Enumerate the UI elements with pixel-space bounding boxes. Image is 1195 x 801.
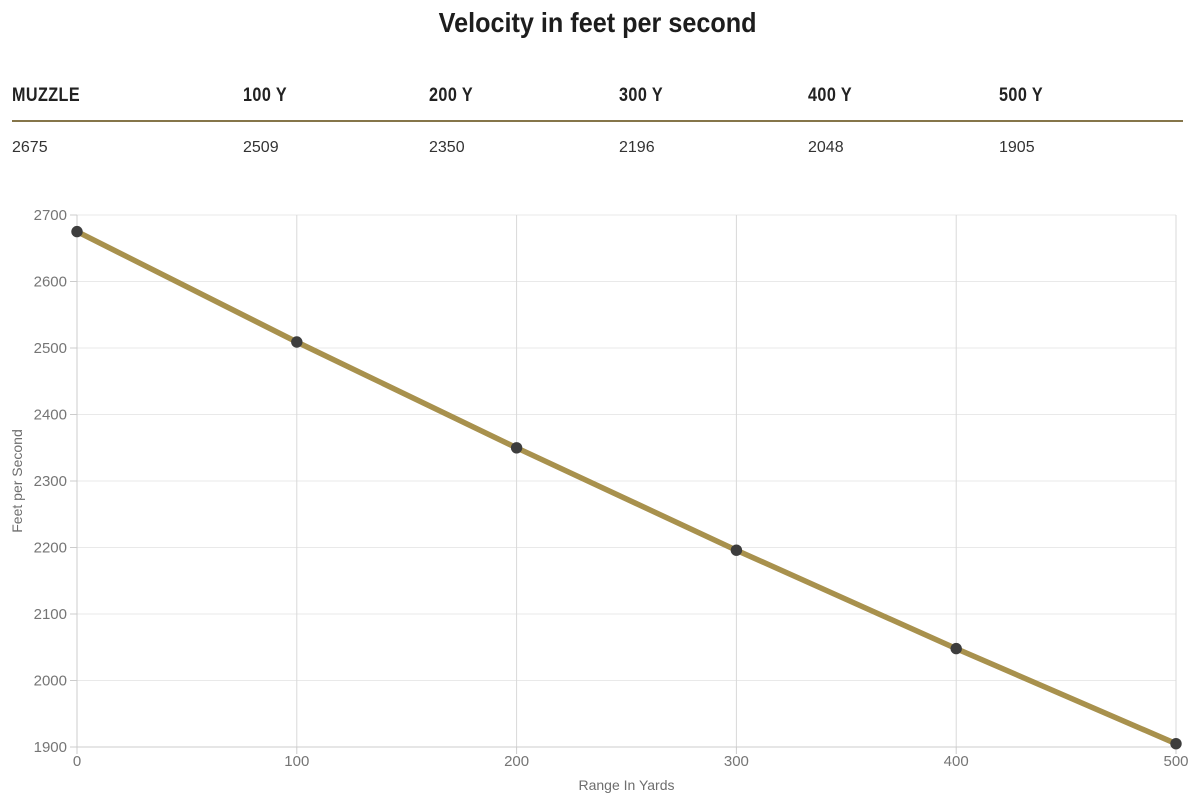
col-header-200y: 200 Y — [429, 85, 619, 107]
velocity-value-100y: 2509 — [243, 139, 279, 156]
svg-text:Range In Yards: Range In Yards — [579, 777, 675, 793]
velocity-value-300y: 2196 — [619, 139, 655, 156]
svg-text:300: 300 — [724, 753, 749, 770]
svg-text:500: 500 — [1163, 753, 1188, 770]
col-header-300y: 300 Y — [619, 85, 808, 107]
svg-text:100: 100 — [284, 753, 309, 770]
col-header-label: MUZZLE — [12, 85, 81, 106]
velocity-value-400y: 2048 — [808, 139, 844, 156]
svg-text:2300: 2300 — [34, 473, 67, 490]
col-header-muzzle: MUZZLE — [12, 85, 243, 107]
svg-text:Feet per Second: Feet per Second — [9, 429, 25, 533]
col-header-label: 100 Y — [243, 85, 288, 106]
col-header-400y: 400 Y — [808, 85, 999, 107]
col-header-500y: 500 Y — [999, 85, 1183, 107]
page-title-text: Velocity in feet per second — [438, 7, 757, 38]
svg-text:2500: 2500 — [34, 340, 67, 357]
svg-text:2200: 2200 — [34, 540, 67, 557]
page-title: Velocity in feet per second — [0, 0, 1195, 39]
svg-text:200: 200 — [504, 753, 529, 770]
svg-text:0: 0 — [73, 753, 81, 770]
svg-text:2100: 2100 — [34, 606, 67, 623]
svg-text:400: 400 — [944, 753, 969, 770]
svg-text:2000: 2000 — [34, 673, 67, 690]
svg-text:2600: 2600 — [34, 274, 67, 291]
svg-text:2400: 2400 — [34, 407, 67, 424]
velocity-value-200y: 2350 — [429, 139, 465, 156]
velocity-table-value-row: 2675 2509 2350 2196 2048 1905 — [12, 122, 1183, 157]
velocity-table-header-row: MUZZLE 100 Y 200 Y 300 Y 400 Y 500 Y — [12, 85, 1183, 122]
col-header-label: 200 Y — [429, 85, 474, 106]
svg-text:2700: 2700 — [34, 207, 67, 224]
col-header-label: 300 Y — [619, 85, 664, 106]
col-header-100y: 100 Y — [243, 85, 429, 107]
col-header-label: 500 Y — [999, 85, 1044, 106]
velocity-table: MUZZLE 100 Y 200 Y 300 Y 400 Y 500 Y 267… — [12, 85, 1183, 157]
svg-text:1900: 1900 — [34, 739, 67, 756]
col-header-label: 400 Y — [808, 85, 853, 106]
velocity-line-chart: 1900 2000 2100 2200 2300 2400 2500 2600 2700 0 100… — [9, 207, 1189, 793]
velocity-value-500y: 1905 — [999, 139, 1035, 156]
velocity-value-muzzle: 2675 — [12, 139, 48, 156]
